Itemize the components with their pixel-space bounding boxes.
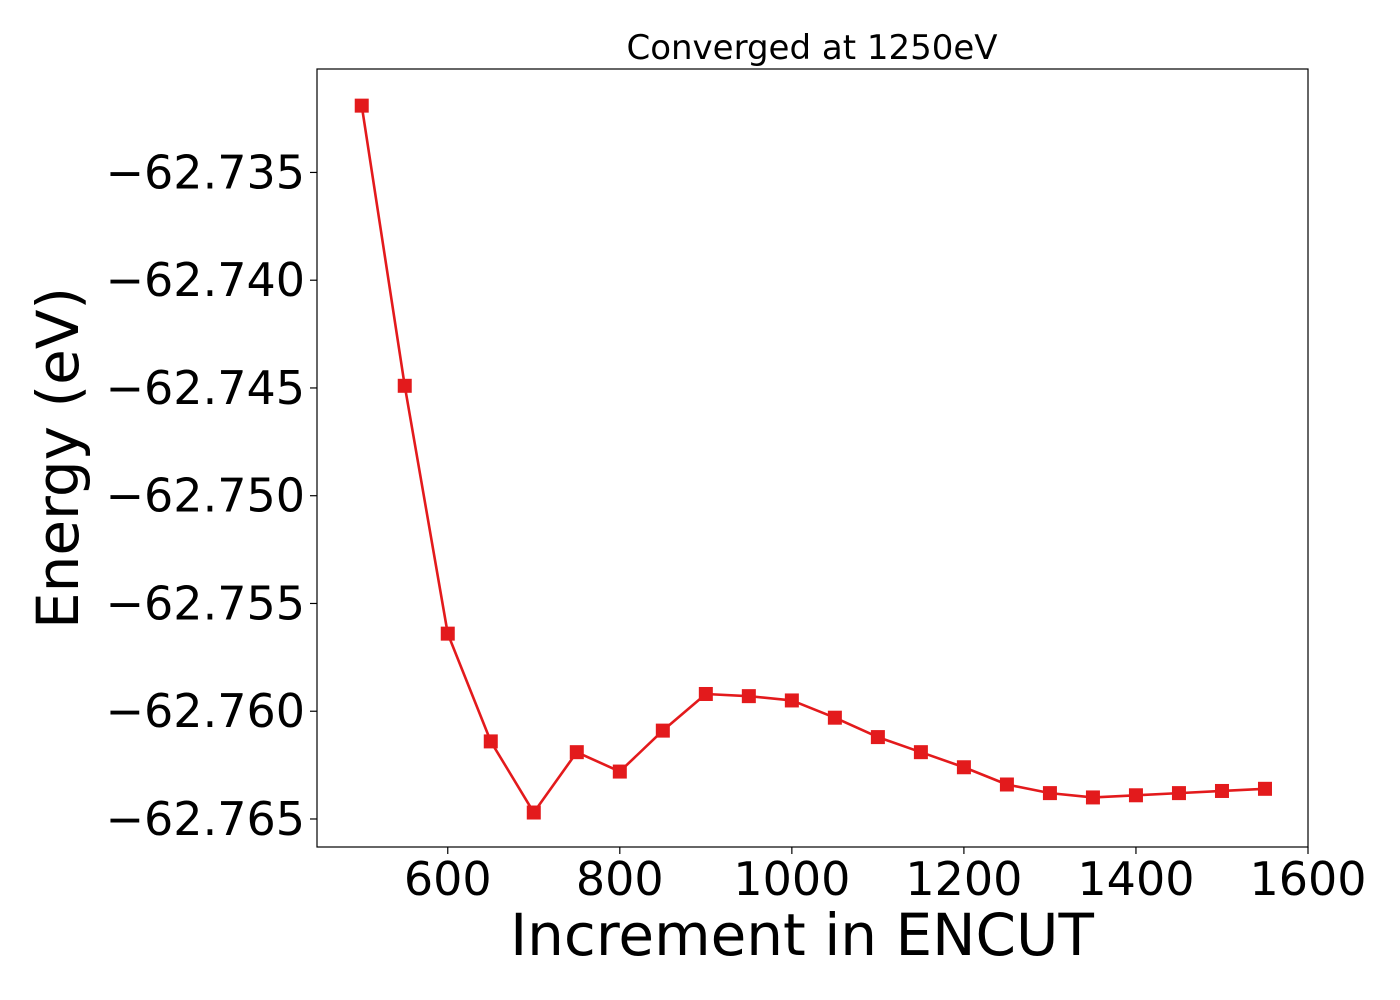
data-point bbox=[612, 764, 627, 779]
data-point bbox=[784, 693, 799, 708]
data-point bbox=[1128, 788, 1143, 803]
data-point bbox=[440, 626, 455, 641]
x-tick-label: 1600 bbox=[1249, 852, 1366, 906]
data-point bbox=[741, 689, 756, 704]
y-tick-label: −62.740 bbox=[106, 253, 306, 307]
series-line bbox=[360, 105, 1266, 814]
data-point bbox=[870, 730, 885, 745]
y-axis: −62.735 −62.740 −62.745 −62.750 −62.755 −62.7… bbox=[106, 145, 317, 846]
data-point bbox=[569, 745, 584, 760]
x-axis: 600 800 1000 1200 1400 1600 bbox=[404, 847, 1367, 906]
data-point bbox=[913, 745, 928, 760]
data-point bbox=[483, 734, 498, 749]
data-point bbox=[999, 777, 1014, 792]
data-point bbox=[827, 710, 842, 725]
series-layer bbox=[354, 98, 1272, 820]
y-tick-label: −62.760 bbox=[106, 684, 306, 738]
chart-title: Converged at 1250eV bbox=[626, 28, 997, 68]
x-tick-label: 600 bbox=[404, 852, 492, 906]
y-tick-label: −62.765 bbox=[106, 792, 306, 846]
x-tick-label: 1200 bbox=[905, 852, 1022, 906]
data-point bbox=[1214, 783, 1229, 798]
y-tick-label: −62.735 bbox=[106, 145, 306, 199]
data-point bbox=[655, 723, 670, 738]
x-tick-label: 1000 bbox=[733, 852, 850, 906]
x-tick-label: 800 bbox=[576, 852, 664, 906]
y-tick-label: −62.750 bbox=[106, 469, 306, 523]
data-point bbox=[397, 378, 412, 393]
data-point bbox=[1085, 790, 1100, 805]
x-tick-label: 1400 bbox=[1077, 852, 1194, 906]
data-point bbox=[1171, 786, 1186, 801]
plot-frame bbox=[316, 68, 1309, 848]
data-point bbox=[1042, 786, 1057, 801]
data-point bbox=[956, 760, 971, 775]
data-point bbox=[526, 805, 541, 820]
data-point bbox=[354, 98, 369, 113]
data-point bbox=[1257, 781, 1272, 796]
x-axis-label: Increment in ENCUT bbox=[510, 901, 1094, 969]
y-tick-label: −62.755 bbox=[106, 576, 306, 630]
y-axis-label: Energy (eV) bbox=[24, 287, 92, 629]
y-tick-label: −62.745 bbox=[106, 361, 306, 415]
data-point bbox=[698, 686, 713, 701]
